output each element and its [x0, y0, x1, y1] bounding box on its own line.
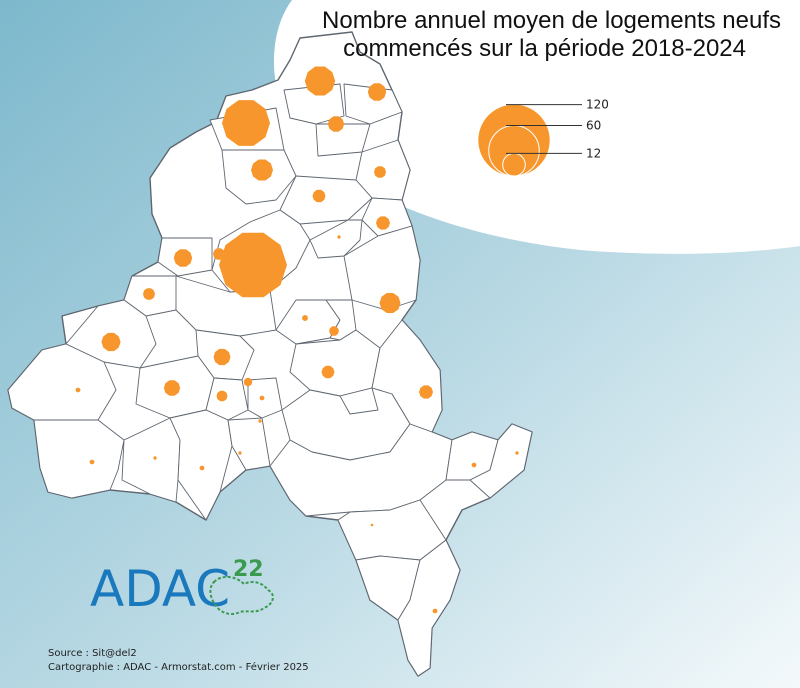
- legend-label-120: 120: [586, 98, 609, 112]
- cartography-credit: Cartographie : ADAC - Armorstat.com - Fé…: [48, 661, 309, 673]
- legend-circle-120: [478, 104, 550, 176]
- legend-label-60: 60: [586, 119, 601, 133]
- commune-symbol: [101, 332, 121, 352]
- commune-symbol: [173, 249, 193, 267]
- commune-symbol: [216, 390, 228, 402]
- commune-symbol: [222, 100, 270, 146]
- commune-symbol: [515, 451, 519, 455]
- commune-symbol: [376, 216, 390, 230]
- commune-symbol: [379, 293, 401, 313]
- commune-symbol: [219, 232, 287, 298]
- commune-symbol: [243, 377, 253, 387]
- commune-symbol: [374, 166, 386, 178]
- commune-symbol: [370, 523, 374, 527]
- commune-symbol: [304, 66, 336, 96]
- commune-symbol: [89, 459, 95, 465]
- commune-symbol: [75, 387, 81, 393]
- commune-symbol: [327, 116, 345, 132]
- commune-symbol: [199, 465, 205, 471]
- commune-symbol: [471, 462, 477, 468]
- commune-symbol: [337, 235, 341, 239]
- commune-symbol: [251, 159, 273, 181]
- logo-number: 22: [233, 557, 264, 582]
- commune-symbol: [419, 385, 433, 399]
- legend-label-12: 12: [586, 146, 601, 160]
- logo-wordmark: ADAC: [90, 560, 230, 618]
- commune-symbol: [367, 83, 387, 101]
- logo-department-shape: [209, 576, 274, 615]
- commune-symbol: [302, 315, 308, 321]
- legend: 120 60 12: [478, 98, 609, 177]
- commune-symbol: [213, 348, 231, 366]
- source-credit: Source : Sit@del2: [48, 648, 137, 659]
- commune-symbol: [143, 288, 155, 300]
- proportional-symbols: [75, 66, 519, 614]
- commune-symbol: [153, 456, 157, 460]
- map-title-line-2: commencés sur la période 2018-2024: [343, 35, 746, 62]
- commune-symbol: [312, 189, 326, 203]
- commune-symbol: [238, 451, 242, 455]
- commune-symbol: [432, 608, 438, 614]
- map-title-line-1: Nombre annuel moyen de logements neufs: [322, 7, 781, 34]
- commune-symbol: [213, 248, 225, 260]
- commune-symbol: [163, 380, 181, 396]
- commune-symbol: [258, 419, 262, 423]
- adac-logo: ADAC 22: [90, 557, 274, 618]
- commune-symbol: [259, 395, 265, 401]
- commune-symbol: [329, 326, 339, 336]
- commune-symbol: [321, 365, 335, 379]
